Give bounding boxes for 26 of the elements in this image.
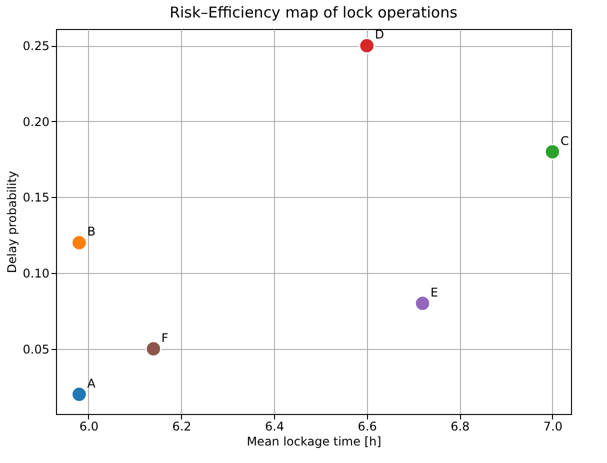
x-tick-label: 7.0 bbox=[543, 420, 562, 434]
x-tick-label: 6.6 bbox=[358, 420, 377, 434]
y-tick-label: 0.20 bbox=[22, 114, 50, 129]
chart-title: Risk–Efficiency map of lock operations bbox=[170, 4, 458, 22]
point bbox=[71, 234, 88, 251]
point bbox=[544, 144, 561, 160]
x-tick-label: 6.0 bbox=[79, 420, 99, 434]
x-tick-label: 6.8 bbox=[450, 420, 470, 434]
y-tick-label: 0.15 bbox=[22, 190, 50, 205]
annotation: C bbox=[560, 134, 569, 148]
y-tick-label: 0.25 bbox=[22, 39, 50, 54]
point bbox=[145, 340, 162, 357]
y-tick-label: 0.05 bbox=[22, 342, 50, 356]
annotation: D bbox=[374, 28, 384, 42]
annotation: B bbox=[87, 224, 96, 239]
point bbox=[71, 386, 88, 402]
x-tick-label: 6.4 bbox=[265, 420, 284, 434]
y-tick-label: 0.10 bbox=[22, 266, 50, 281]
point bbox=[414, 295, 431, 312]
y-axis-title: Delay probability bbox=[4, 170, 19, 274]
annotation: F bbox=[161, 330, 168, 345]
x-axis-title: Mean lockage time [h] bbox=[246, 434, 382, 448]
x-tick-label: 6.2 bbox=[172, 420, 192, 434]
annotation: E bbox=[430, 285, 438, 300]
annotation: A bbox=[87, 376, 96, 390]
point bbox=[358, 38, 376, 54]
